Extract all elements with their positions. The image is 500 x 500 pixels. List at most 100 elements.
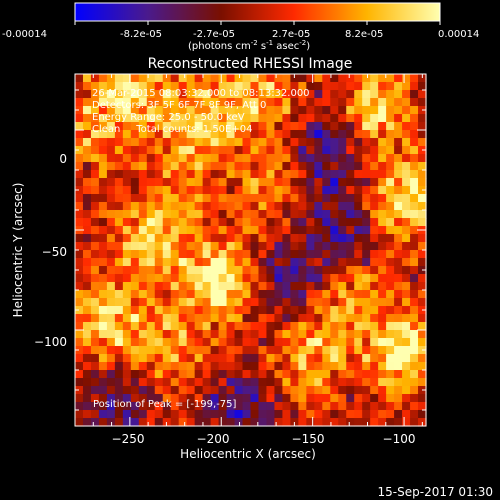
heatmap-cell [314,178,323,187]
heatmap-cell [322,90,331,99]
heatmap-cell [354,82,363,91]
heatmap-cell [378,194,387,203]
heatmap-cell [346,282,355,291]
heatmap-cell [170,266,180,275]
heatmap-cell [354,298,363,307]
heatmap-cell [146,330,156,339]
heatmap-cell [258,282,268,291]
heatmap-cell [346,378,355,387]
heatmap-cell [242,114,252,123]
heatmap-cell [106,130,116,139]
heatmap-cell [90,394,100,403]
heatmap-cell [98,386,108,395]
heatmap-cell [314,418,323,427]
heatmap-cell [178,282,188,291]
heatmap-cell [370,418,379,427]
heatmap-cell [146,394,156,403]
heatmap-cell [162,354,172,363]
heatmap-cell [394,322,403,331]
heatmap-cell [90,82,100,91]
heatmap-cell [370,338,379,347]
heatmap-cell [178,122,188,131]
heatmap-cell [138,98,148,107]
heatmap-cell [282,170,291,179]
heatmap-cell [106,378,116,387]
heatmap-cell [266,354,276,363]
heatmap-cell [290,282,299,291]
heatmap-cell [330,402,339,411]
heatmap-cell [322,130,331,139]
heatmap-cell [274,146,284,155]
heatmap-cell [258,98,268,107]
heatmap-cell [218,90,228,99]
heatmap-cell [138,162,148,171]
heatmap-cell [226,314,236,323]
heatmap-cell [162,122,172,131]
heatmap-cell [98,82,108,91]
heatmap-cell [330,338,339,347]
heatmap-cell [138,418,148,427]
heatmap-cell [210,186,220,195]
heatmap-cell [410,250,419,259]
heatmap-cell [386,282,395,291]
heatmap-cell [170,226,180,235]
heatmap-cell [154,306,164,315]
heatmap-cell [338,98,347,107]
heatmap-cell [130,394,140,403]
colorbar-tick-2: -8.2e-05 [120,29,162,40]
heatmap-cell [322,378,331,387]
heatmap-cell [338,82,347,91]
heatmap-cell [338,322,347,331]
heatmap-cell [330,122,339,131]
y-tick-label-3: −100 [34,335,67,349]
heatmap-cell [98,122,108,131]
heatmap-cell [218,146,228,155]
heatmap-cell [274,370,284,379]
y-tick-label-1: 0 [59,152,67,166]
heatmap-cell [234,258,244,267]
heatmap-cell [114,370,124,379]
heatmap-cell [258,186,268,195]
heatmap-cell [210,394,220,403]
heatmap-cell [186,338,196,347]
heatmap-cell [75,154,84,163]
heatmap-cell [242,218,252,227]
heatmap-cell [106,122,116,131]
heatmap-cell [338,370,347,379]
heatmap-cell [106,234,116,243]
heatmap-cell [242,298,252,307]
heatmap-cell [298,154,307,163]
heatmap-cell [114,242,124,251]
heatmap-cell [314,226,323,235]
heatmap-cell [314,122,323,131]
heatmap-cell [258,266,268,275]
heatmap-cell [218,162,228,171]
heatmap-cell [362,386,371,395]
heatmap-cell [130,298,140,307]
heatmap-cell [178,138,188,147]
heatmap-cell [338,234,347,243]
heatmap-cell [362,138,371,147]
heatmap-cell [322,250,331,259]
heatmap-cell [250,234,260,243]
heatmap-cell [138,146,148,155]
heatmap-cell [410,306,419,315]
heatmap-cell [202,90,212,99]
heatmap-cell [138,74,148,83]
heatmap-cell [90,122,100,131]
heatmap-cell [274,250,284,259]
heatmap-cell [322,322,331,331]
heatmap-cell [418,234,427,243]
heatmap-cell [402,146,411,155]
heatmap-cell [282,74,291,83]
heatmap-cell [122,234,132,243]
heatmap-cell [234,226,244,235]
heatmap-cell [218,282,228,291]
heatmap-cell [354,322,363,331]
heatmap-cell [322,106,331,115]
heatmap-cell [330,202,339,211]
colorbar-tick-1: -0.00014 [2,29,47,40]
heatmap-cell [274,418,284,427]
heatmap-cell [290,362,299,371]
heatmap-cell [322,306,331,315]
